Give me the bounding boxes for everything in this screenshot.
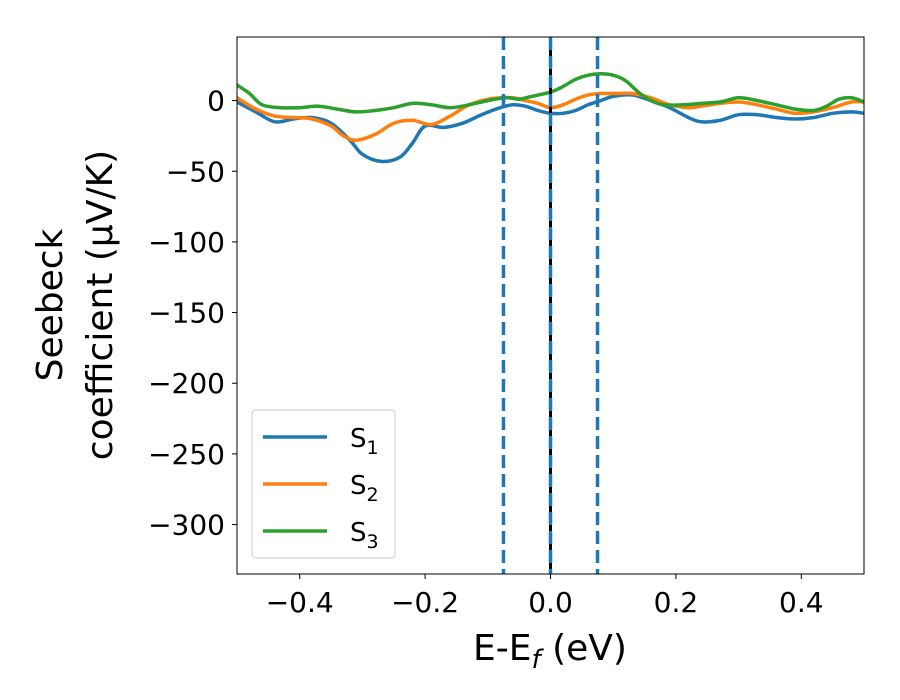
x-axis-title-unit: (eV) [541,628,627,669]
legend: S1 S2 S3 [251,409,396,559]
x-tick-label: −0.4 [266,586,334,619]
x-axis-ticks: −0.4 −0.2 0.0 0.2 0.4 [266,574,824,619]
x-axis-title: E-Ef (eV) [473,628,627,675]
y-tick-label: −250 [148,438,225,471]
y-axis-title-line1: Seebeck [30,228,71,381]
legend-label-s2: S2 [350,471,379,506]
y-tick-label: 0 [207,85,225,118]
series-line-s3 [237,71,864,114]
vline-layer [501,37,600,574]
legend-entries: S1 S2 S3 [263,424,379,553]
x-tick-label: −0.2 [391,586,459,619]
x-tick-label: 0.4 [779,586,824,619]
y-axis-title-line2: coefficient (μV/K) [80,150,121,460]
y-tick-label: −300 [148,509,225,542]
y-axis-ticks: 0 −50 −100 −150 −200 −250 −300 [148,85,237,542]
x-tick-label: 0.2 [654,586,699,619]
x-tick-label: 0.0 [528,586,573,619]
y-tick-label: −50 [166,155,225,188]
y-tick-label: −100 [148,226,225,259]
legend-label-s3: S3 [350,518,379,553]
legend-label-s1: S1 [350,424,379,459]
y-tick-label: −150 [148,297,225,330]
y-axis-title: Seebeck coefficient (μV/K) [30,150,121,460]
y-tick-label: −200 [148,367,225,400]
